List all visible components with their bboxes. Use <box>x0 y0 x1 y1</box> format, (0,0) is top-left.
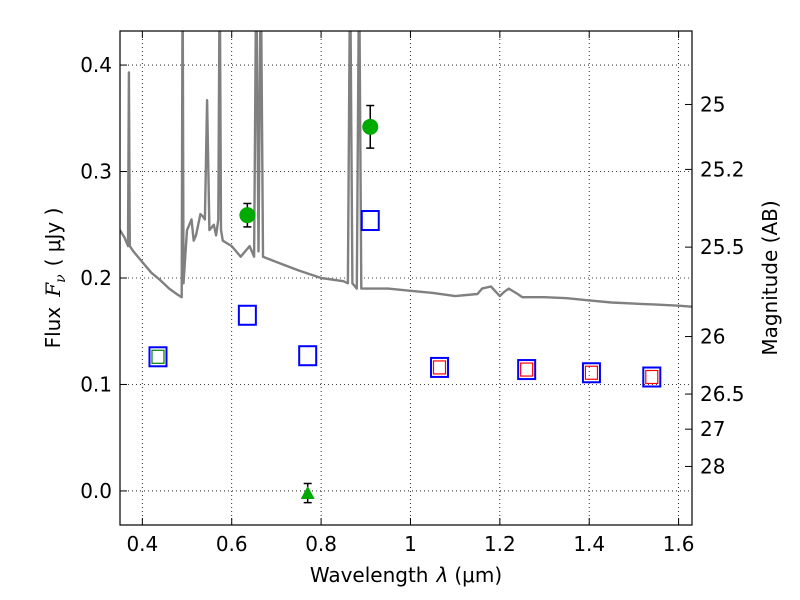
x-tick-label: 0.4 <box>126 532 158 556</box>
y-tick-label: 0.0 <box>80 479 112 503</box>
x-axis-label-unit: (μm) <box>454 563 502 587</box>
model-spectrum-line <box>120 31 692 308</box>
axis-ticks: 0.4 0.6 0.8 1 1.2 1.4 1.6 0.0 0.1 0.2 0.3 0.4 25 25.2… <box>80 31 745 556</box>
inner-square-marker <box>432 360 447 375</box>
inner-square-marker <box>645 369 659 385</box>
observed-flux-point <box>362 118 379 135</box>
x-tick-label: 0.6 <box>216 532 248 556</box>
y-tick-label: 0.3 <box>80 160 112 184</box>
x-axis-label-text: Wavelength <box>310 563 429 587</box>
x-axis-label: Wavelength λ (μm) <box>310 563 502 587</box>
model-photometry-square <box>298 345 318 367</box>
y-axis-label-unit: ( μJy ) <box>41 208 65 267</box>
grid <box>120 31 692 525</box>
inner-square-marker <box>151 349 165 364</box>
x-tick-label: 1.6 <box>663 532 695 556</box>
model-photometry-square <box>430 356 450 378</box>
observed-flux-point <box>239 207 256 224</box>
inner-square-marker <box>584 365 599 380</box>
model-photometry-square <box>148 346 168 368</box>
y-axis-label-text: Flux <box>41 307 65 349</box>
x-tick-label: 1.2 <box>484 532 516 556</box>
model-photometry-square <box>360 210 380 232</box>
y2-tick-label: 25.5 <box>700 235 745 259</box>
y2-tick-label: 26.5 <box>700 382 745 406</box>
x-tick-label: 0.8 <box>305 532 337 556</box>
y-axis-label: Flux Fν ( μJy ) <box>41 208 69 349</box>
y2-axis-label: Magnitude (AB) <box>758 200 782 355</box>
y-tick-label: 0.1 <box>80 372 112 396</box>
non-detection-triangle <box>300 486 315 500</box>
x-tick-label: 1 <box>404 532 417 556</box>
y2-tick-label: 27 <box>700 417 725 441</box>
x-axis-label-symbol: λ <box>436 563 449 587</box>
y-axis-label-subscript: ν <box>53 274 69 283</box>
y2-tick-label: 25.2 <box>700 157 745 181</box>
y2-tick-label: 25 <box>700 92 725 116</box>
model-photometry-square <box>237 304 257 326</box>
model-photometry-square <box>581 362 601 384</box>
model-photometry-square <box>517 359 537 381</box>
x-tick-label: 1.4 <box>573 532 605 556</box>
y2-tick-label: 26 <box>700 325 725 349</box>
y-axis-label-symbol: F <box>41 282 65 298</box>
plot-frame <box>119 30 693 526</box>
y2-tick-label: 28 <box>700 454 725 478</box>
y-tick-label: 0.4 <box>80 53 112 77</box>
model-photometry-square <box>642 366 662 388</box>
inner-square-marker <box>520 362 534 377</box>
y-tick-label: 0.2 <box>80 266 112 290</box>
plot-area <box>120 31 692 504</box>
